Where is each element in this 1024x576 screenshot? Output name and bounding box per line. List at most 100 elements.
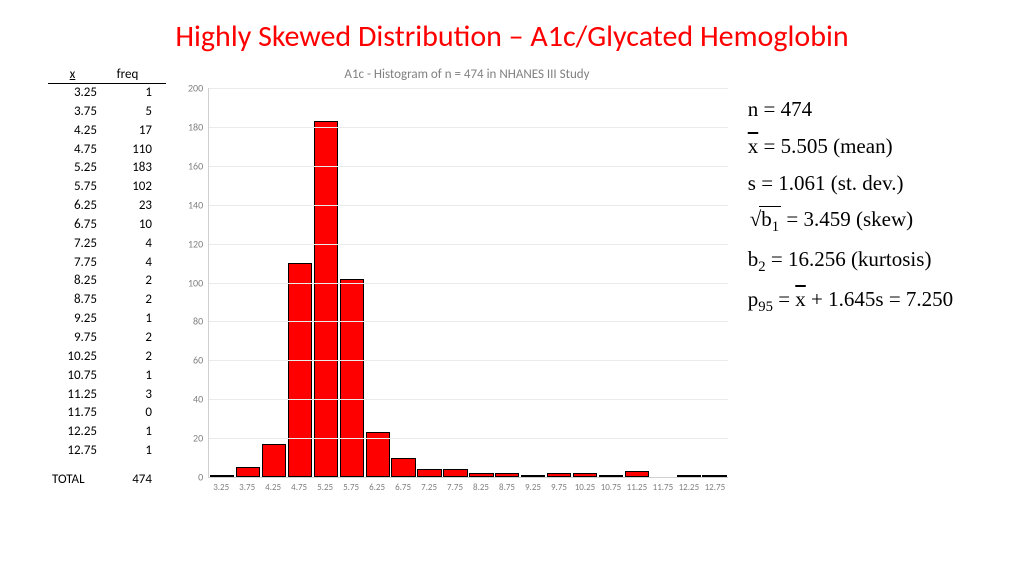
- cell-x: 3.25: [48, 84, 103, 103]
- cell-freq: 4: [103, 235, 158, 254]
- table-row: 3.755: [48, 103, 166, 122]
- total-label: TOTAL: [48, 471, 103, 490]
- plot-area: 020406080100120140160180200: [208, 88, 728, 478]
- cell-x: 11.75: [48, 404, 103, 423]
- xbar-desc: (mean): [833, 134, 892, 158]
- kurt-sym: b: [748, 247, 759, 271]
- table-row: 10.252: [48, 348, 166, 367]
- x-tick-label: 4.25: [260, 478, 286, 493]
- chart-title: A1c - Histogram of n = 474 in NHANES III…: [176, 67, 728, 82]
- gridline: [209, 321, 728, 322]
- x-tick-label: 9.25: [520, 478, 546, 493]
- p95-value: 7.250: [906, 287, 953, 311]
- cell-freq: 2: [103, 348, 158, 367]
- bar: [314, 121, 338, 477]
- x-axis-ticks: 3.253.754.254.755.255.756.256.757.257.75…: [208, 478, 728, 493]
- slide-title: Highly Skewed Distribution – A1c/Glycate…: [0, 0, 1024, 55]
- eq-sign: =: [786, 207, 798, 231]
- x-tick-label: 8.75: [494, 478, 520, 493]
- bar: [469, 473, 493, 477]
- skew-desc: (skew): [856, 207, 913, 231]
- bar: [521, 475, 545, 477]
- p95-sub: 95: [758, 299, 773, 315]
- gridline: [209, 88, 728, 89]
- bar: [443, 469, 467, 477]
- stat-skew: b1 = 3.459 (skew): [748, 201, 994, 241]
- skew-sym: b: [761, 207, 772, 231]
- table-row: 11.253: [48, 386, 166, 405]
- cell-x: 6.75: [48, 216, 103, 235]
- y-tick-label: 40: [193, 393, 209, 406]
- table-header: x freq: [48, 67, 166, 84]
- cell-freq: 5: [103, 103, 158, 122]
- table-row: 12.751: [48, 442, 166, 461]
- stat-p95: p95 = x + 1.645s = 7.250: [748, 281, 994, 321]
- cell-freq: 23: [103, 197, 158, 216]
- gridline: [209, 283, 728, 284]
- cell-x: 9.75: [48, 329, 103, 348]
- cell-x: 9.25: [48, 310, 103, 329]
- cell-freq: 3: [103, 386, 158, 405]
- p95-mid: 1.645s: [828, 287, 883, 311]
- eq-sign: =: [761, 171, 773, 195]
- bar: [236, 467, 260, 477]
- x-tick-label: 5.25: [312, 478, 338, 493]
- table-row: 9.251: [48, 310, 166, 329]
- cell-freq: 183: [103, 159, 158, 178]
- gridline: [209, 166, 728, 167]
- cell-freq: 4: [103, 254, 158, 273]
- y-tick-label: 200: [188, 82, 209, 95]
- cell-freq: 2: [103, 272, 158, 291]
- s-label: s: [748, 171, 756, 195]
- cell-freq: 1: [103, 442, 158, 461]
- table-row: 8.252: [48, 272, 166, 291]
- bar: [210, 475, 234, 477]
- x-tick-label: 11.75: [650, 478, 676, 493]
- xbar-label: x: [748, 134, 759, 158]
- summary-stats: n = 474 x = 5.505 (mean) s = 1.061 (st. …: [738, 67, 994, 493]
- y-tick-label: 20: [193, 432, 209, 445]
- table-total-row: TOTAL 474: [48, 471, 166, 490]
- header-x: x: [48, 67, 103, 82]
- table-row: 6.2523: [48, 197, 166, 216]
- x-tick-label: 8.25: [468, 478, 494, 493]
- cell-x: 4.25: [48, 122, 103, 141]
- x-tick-label: 11.25: [624, 478, 650, 493]
- table-row: 4.75110: [48, 141, 166, 160]
- cell-x: 4.75: [48, 141, 103, 160]
- bar: [547, 473, 571, 477]
- cell-x: 10.25: [48, 348, 103, 367]
- x-tick-label: 4.75: [286, 478, 312, 493]
- bar: [288, 263, 312, 477]
- eq-sign: =: [771, 247, 783, 271]
- s-desc: (st. dev.): [831, 171, 904, 195]
- y-tick-label: 0: [198, 471, 209, 484]
- kurt-value: 16.256: [788, 247, 846, 271]
- bar: [573, 473, 597, 477]
- bar: [262, 444, 286, 477]
- cell-x: 5.75: [48, 178, 103, 197]
- table-row: 3.251: [48, 84, 166, 103]
- skew-value: 3.459: [803, 207, 850, 231]
- table-row: 11.750: [48, 404, 166, 423]
- gridline: [209, 360, 728, 361]
- stat-n: n = 474: [748, 91, 994, 128]
- eq-sign: =: [889, 287, 901, 311]
- cell-x: 11.25: [48, 386, 103, 405]
- cell-freq: 17: [103, 122, 158, 141]
- stat-kurtosis: b2 = 16.256 (kurtosis): [748, 241, 994, 281]
- gridline: [209, 399, 728, 400]
- n-label: n: [748, 97, 759, 121]
- cell-x: 12.75: [48, 442, 103, 461]
- bar: [417, 469, 441, 477]
- bar: [677, 475, 701, 477]
- cell-freq: 1: [103, 367, 158, 386]
- x-tick-label: 12.75: [702, 478, 728, 493]
- y-tick-label: 100: [188, 276, 209, 289]
- table-row: 5.25183: [48, 159, 166, 178]
- x-tick-label: 6.75: [390, 478, 416, 493]
- x-tick-label: 10.25: [572, 478, 598, 493]
- table-row: 5.75102: [48, 178, 166, 197]
- table-row: 10.751: [48, 367, 166, 386]
- x-tick-label: 7.75: [442, 478, 468, 493]
